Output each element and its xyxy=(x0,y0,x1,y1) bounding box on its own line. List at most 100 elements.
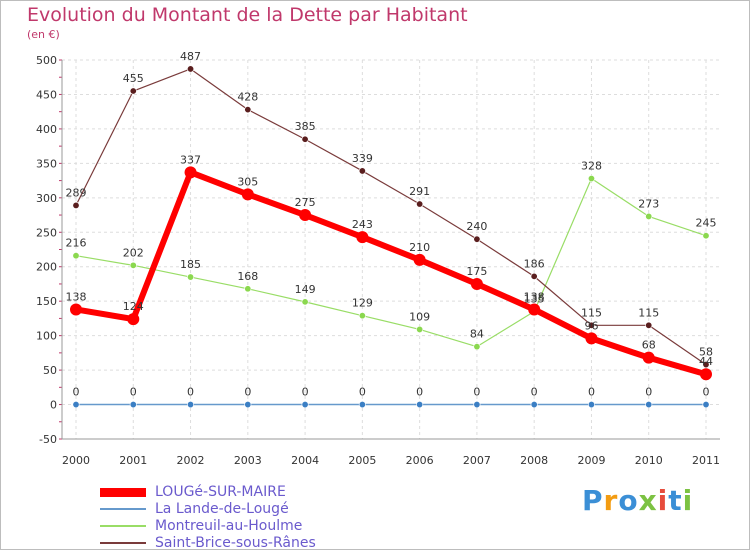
data-label-0: 275 xyxy=(295,196,316,209)
x-tick-label: 2007 xyxy=(463,454,491,467)
legend-label: LOUGé-SUR-MAIRE xyxy=(155,484,286,500)
y-tick-label: 350 xyxy=(36,157,57,170)
legend-swatch xyxy=(100,508,146,510)
data-label-0: 44 xyxy=(699,355,713,368)
data-label-0: 96 xyxy=(584,319,598,332)
data-label-1: 0 xyxy=(187,386,194,399)
proxiti-logo-letter: i xyxy=(682,484,694,517)
data-label-3: 186 xyxy=(524,257,545,270)
data-label-2: 84 xyxy=(470,328,484,341)
proxiti-logo-letter: o xyxy=(618,484,639,517)
proxiti-logo-letter: t xyxy=(668,484,683,517)
data-label-2: 129 xyxy=(352,297,373,310)
data-label-2: 135 xyxy=(524,293,545,306)
data-label-3: 487 xyxy=(180,50,201,63)
series-point-0 xyxy=(642,351,655,364)
series-point-1 xyxy=(358,401,366,409)
series-point-2 xyxy=(244,285,252,293)
data-label-1: 0 xyxy=(73,386,80,399)
series-point-3 xyxy=(587,321,595,329)
data-label-3: 428 xyxy=(237,91,258,104)
proxiti-logo-letter: r xyxy=(603,484,619,517)
series-point-3 xyxy=(416,200,424,208)
series-point-2 xyxy=(473,343,481,351)
series-point-3 xyxy=(473,235,481,243)
data-label-1: 0 xyxy=(703,386,710,399)
data-label-0: 124 xyxy=(123,300,144,313)
proxiti-logo-letter: P xyxy=(582,484,604,517)
data-label-2: 185 xyxy=(180,258,201,271)
series-point-2 xyxy=(702,232,710,240)
x-tick-label: 2010 xyxy=(635,454,663,467)
data-label-1: 0 xyxy=(588,386,595,399)
legend-swatch xyxy=(100,525,146,527)
series-point-2 xyxy=(587,175,595,183)
data-label-2: 168 xyxy=(237,270,258,283)
series-point-3 xyxy=(244,106,252,114)
y-tick-label: -50 xyxy=(39,433,57,446)
series-point-3 xyxy=(129,87,137,95)
data-label-3: 385 xyxy=(295,120,316,133)
x-tick-label: 2000 xyxy=(62,454,90,467)
series-point-3 xyxy=(702,361,710,369)
data-label-2: 328 xyxy=(581,160,602,173)
chart-title: Evolution du Montant de la Dette par Hab… xyxy=(27,4,468,26)
series-point-0 xyxy=(470,277,483,290)
series-point-1 xyxy=(72,401,80,409)
y-tick-label: 500 xyxy=(36,54,57,67)
x-tick-label: 2011 xyxy=(692,454,720,467)
series-point-2 xyxy=(416,325,424,333)
data-label-3: 291 xyxy=(409,185,430,198)
x-tick-label: 2001 xyxy=(119,454,147,467)
series-point-3 xyxy=(358,167,366,175)
data-label-1: 0 xyxy=(645,386,652,399)
series-point-3 xyxy=(645,321,653,329)
data-label-1: 0 xyxy=(473,386,480,399)
data-label-1: 0 xyxy=(130,386,137,399)
data-label-0: 337 xyxy=(180,153,201,166)
data-label-2: 202 xyxy=(123,246,144,259)
data-label-3: 455 xyxy=(123,72,144,85)
data-label-2: 245 xyxy=(696,217,717,230)
y-tick-label: 400 xyxy=(36,123,57,136)
data-label-1: 0 xyxy=(416,386,423,399)
series-point-1 xyxy=(244,401,252,409)
series-point-3 xyxy=(301,135,309,143)
y-tick-label: 200 xyxy=(36,261,57,274)
series-point-0 xyxy=(700,368,712,381)
data-label-3: 115 xyxy=(638,306,659,319)
series-point-3 xyxy=(187,65,195,73)
series-line-2 xyxy=(75,177,707,348)
series-point-0 xyxy=(241,188,254,201)
series-point-2 xyxy=(187,273,195,281)
proxiti-logo: Proxiti xyxy=(582,484,693,517)
data-label-2: 273 xyxy=(638,197,659,210)
y-tick-label: 50 xyxy=(43,364,57,377)
series-line-0 xyxy=(75,169,707,378)
series-point-1 xyxy=(702,401,710,409)
series-point-1 xyxy=(301,401,309,409)
data-label-1: 0 xyxy=(359,386,366,399)
unit-label: (en €) xyxy=(27,28,60,41)
series-point-2 xyxy=(645,212,653,220)
data-label-3: 339 xyxy=(352,152,373,165)
data-label-0: 305 xyxy=(237,175,258,188)
series-point-2 xyxy=(72,252,80,260)
series-point-3 xyxy=(72,201,80,209)
proxiti-logo-letter: i xyxy=(657,484,669,517)
data-label-2: 216 xyxy=(66,237,87,250)
data-label-0: 210 xyxy=(409,241,430,254)
series-point-0 xyxy=(356,231,369,244)
data-label-0: 68 xyxy=(642,339,656,352)
data-label-3: 58 xyxy=(699,346,713,359)
series-point-0 xyxy=(70,303,82,316)
x-tick-label: 2008 xyxy=(520,454,548,467)
series-point-1 xyxy=(587,401,595,409)
data-label-2: 149 xyxy=(295,283,316,296)
series-point-0 xyxy=(299,209,312,222)
series-line-3 xyxy=(75,68,707,366)
data-label-0: 243 xyxy=(352,218,373,231)
data-label-1: 0 xyxy=(244,386,251,399)
data-label-2: 109 xyxy=(409,310,430,323)
